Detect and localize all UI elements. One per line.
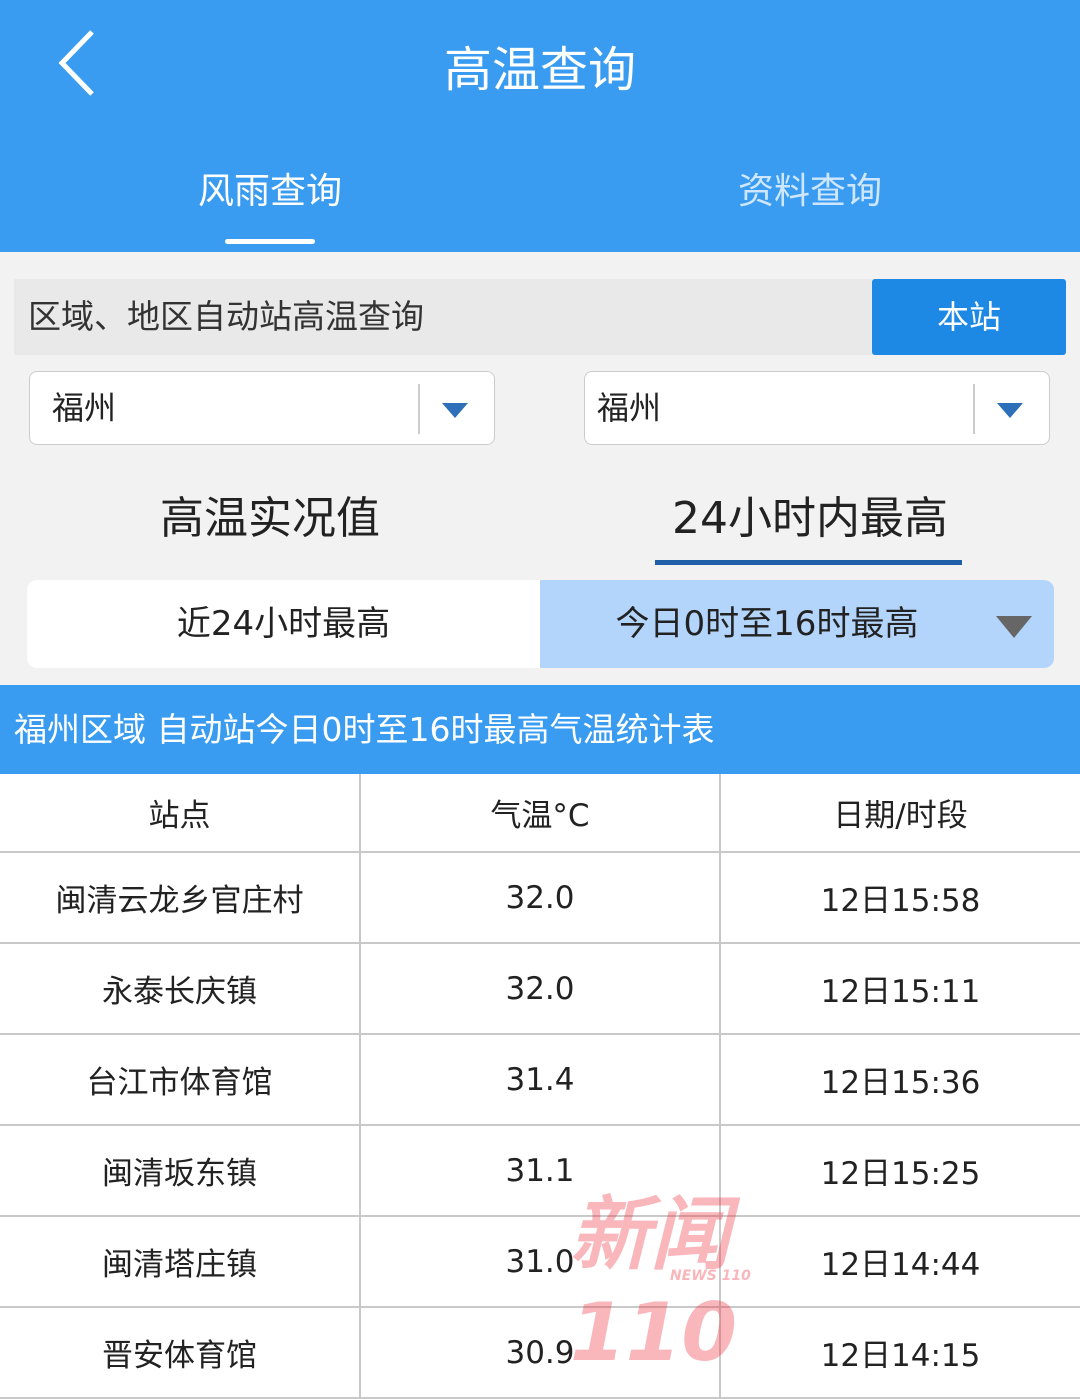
cell-station: 闽清塔庄镇 <box>0 1215 361 1308</box>
active-tab-indicator <box>225 239 315 244</box>
table-row[interactable]: 晋安体育馆 30.9 12日14:15 <box>0 1306 1080 1399</box>
cell-temp: 31.0 <box>359 1215 721 1308</box>
cell-temp: 31.4 <box>359 1033 721 1126</box>
col-time: 日期/时段 <box>719 774 1080 853</box>
col-station: 站点 <box>0 774 361 853</box>
table-row[interactable]: 台江市体育馆 31.4 12日15:36 <box>0 1033 1080 1126</box>
cell-time: 12日15:11 <box>719 942 1080 1035</box>
cell-station: 永泰长庆镇 <box>0 942 361 1035</box>
table-row[interactable]: 闽清塔庄镇 31.0 12日14:44 <box>0 1215 1080 1308</box>
tab-wind-rain[interactable]: 风雨查询 <box>197 171 342 212</box>
area-dropdown[interactable]: 福州 <box>584 371 1050 445</box>
col-temp: 气温°C <box>359 774 721 853</box>
dropdown-arrow-icon <box>997 403 1023 418</box>
cell-time: 12日14:44 <box>719 1215 1080 1308</box>
cell-temp: 31.1 <box>359 1124 721 1217</box>
page-title: 高温查询 <box>443 42 636 98</box>
segment-last-24h[interactable]: 近24小时最高 <box>27 580 540 668</box>
cell-temp: 32.0 <box>359 851 721 944</box>
segment-label: 今日0时至16时最高 <box>615 604 919 644</box>
area-value: 福州 <box>597 389 662 427</box>
cell-station: 晋安体育馆 <box>0 1306 361 1399</box>
cell-station: 闽清云龙乡官庄村 <box>0 851 361 944</box>
region-dropdown[interactable]: 福州 <box>29 371 495 445</box>
divider <box>418 384 420 434</box>
tab-data-query[interactable]: 资料查询 <box>737 171 882 212</box>
cell-time: 12日15:25 <box>719 1124 1080 1217</box>
cell-time: 12日14:15 <box>719 1306 1080 1399</box>
subtab-realtime[interactable]: 高温实况值 <box>160 493 380 544</box>
app-header: 高温查询 风雨查询 资料查询 <box>0 0 1080 252</box>
table-row[interactable]: 闽清云龙乡官庄村 32.0 12日15:58 <box>0 851 1080 944</box>
cell-station: 闽清坂东镇 <box>0 1124 361 1217</box>
region-value: 福州 <box>52 389 117 427</box>
temperature-table: 站点 气温°C 日期/时段 闽清云龙乡官庄村 32.0 12日15:58 永泰长庆镇 3… <box>0 774 1080 1399</box>
active-subtab-indicator <box>655 560 962 565</box>
dropdown-arrow-icon <box>442 403 468 418</box>
subtab-24h-max[interactable]: 24小时内最高 <box>672 493 948 544</box>
cell-station: 台江市体育馆 <box>0 1033 361 1126</box>
dropdown-triangle-icon <box>996 616 1032 638</box>
cell-temp: 32.0 <box>359 942 721 1035</box>
cell-time: 12日15:58 <box>719 851 1080 944</box>
cell-time: 12日15:36 <box>719 1033 1080 1126</box>
this-station-button[interactable]: 本站 <box>872 279 1066 355</box>
back-chevron-icon[interactable] <box>50 28 110 98</box>
cell-temp: 30.9 <box>359 1306 721 1399</box>
table-row[interactable]: 永泰长庆镇 32.0 12日15:11 <box>0 942 1080 1035</box>
table-row[interactable]: 闽清坂东镇 31.1 12日15:25 <box>0 1124 1080 1217</box>
divider <box>973 384 975 434</box>
query-label: 区域、地区自动站高温查询 <box>14 279 874 355</box>
segment-today-0-16[interactable]: 今日0时至16时最高 <box>540 580 1054 668</box>
table-title: 福州区域 自动站今日0时至16时最高气温统计表 <box>0 685 1080 774</box>
table-header-row: 站点 气温°C 日期/时段 <box>0 774 1080 853</box>
